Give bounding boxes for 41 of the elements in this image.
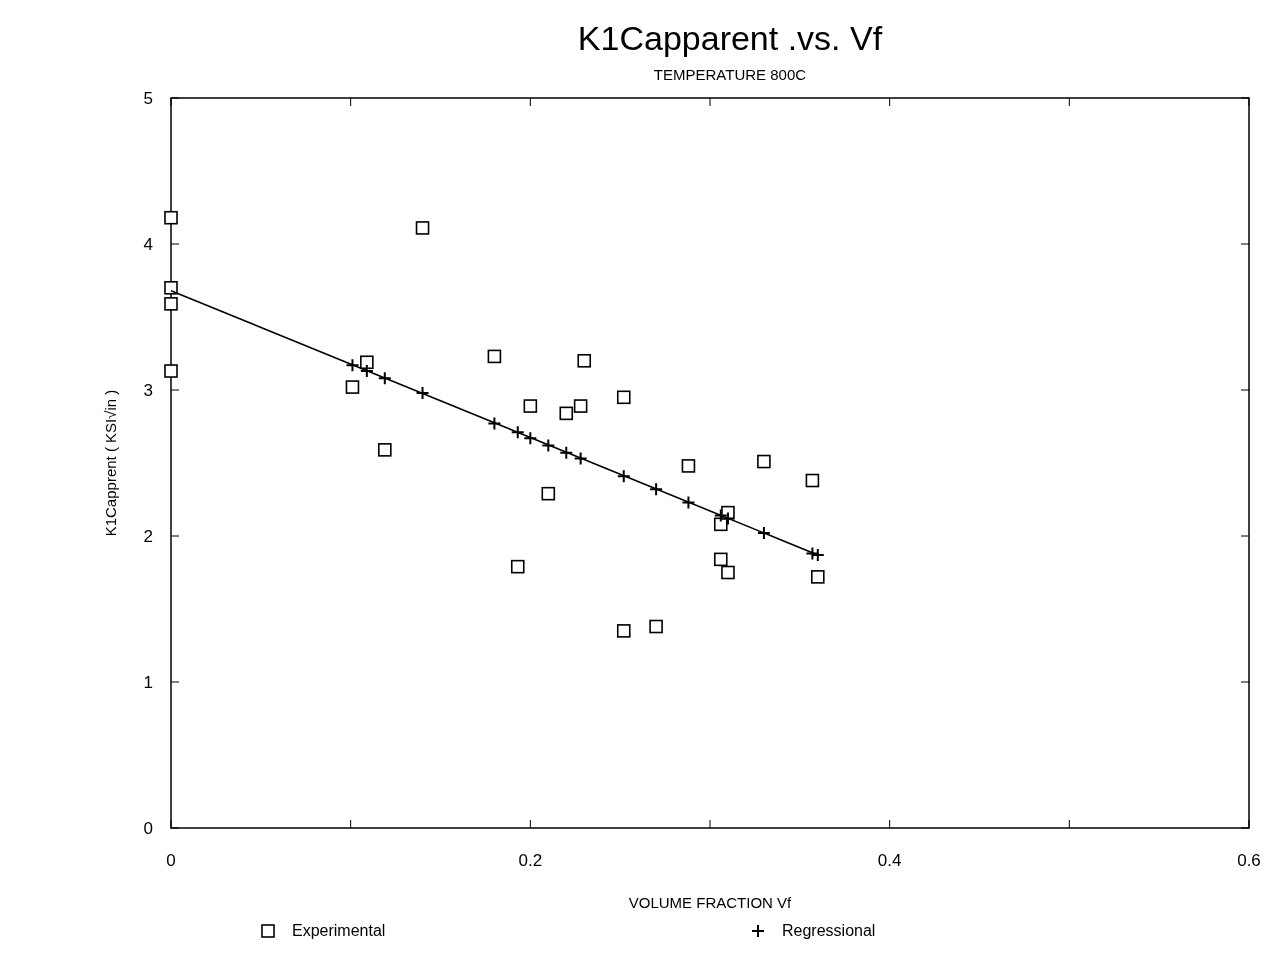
point <box>378 443 392 457</box>
y-tick-label: 2 <box>143 527 153 546</box>
point <box>616 390 631 405</box>
point <box>573 399 588 413</box>
x-tick-label: 0 <box>166 851 176 870</box>
point <box>713 552 728 567</box>
y-tick-label: 0 <box>143 819 153 838</box>
point <box>164 281 178 295</box>
point <box>164 364 178 378</box>
x-axis-title: VOLUME FRACTION Vf <box>628 894 793 911</box>
legend-label: Regressional <box>782 922 876 939</box>
x-tick-label: 0.6 <box>1237 851 1261 870</box>
y-axis-title: K1Capprent ( KSI√in ) <box>102 389 119 537</box>
y-tick-label: 5 <box>143 89 153 108</box>
point <box>164 297 178 311</box>
point <box>616 624 631 638</box>
point <box>713 517 728 532</box>
point <box>487 349 502 364</box>
point <box>811 570 825 584</box>
x-tick-label: 0.2 <box>518 851 543 870</box>
y-tick-label: 1 <box>143 673 153 692</box>
legend-label: Experimental <box>292 922 386 939</box>
point <box>541 486 556 501</box>
point <box>360 355 374 370</box>
point <box>523 399 538 413</box>
point <box>559 406 574 421</box>
y-tick-label: 4 <box>143 235 153 254</box>
point <box>345 380 360 394</box>
point <box>757 454 771 469</box>
point <box>510 559 525 574</box>
point <box>415 221 430 235</box>
chart-title: K1Capparent .vs. Vf <box>577 19 883 57</box>
point <box>805 473 820 488</box>
point <box>681 459 696 473</box>
point <box>164 210 178 225</box>
chart-subtitle: TEMPERATURE 800C <box>653 66 807 83</box>
y-tick-label: 3 <box>143 381 153 400</box>
point <box>721 565 735 580</box>
point <box>649 619 663 634</box>
point <box>577 354 592 368</box>
x-tick-label: 0.4 <box>877 851 902 870</box>
